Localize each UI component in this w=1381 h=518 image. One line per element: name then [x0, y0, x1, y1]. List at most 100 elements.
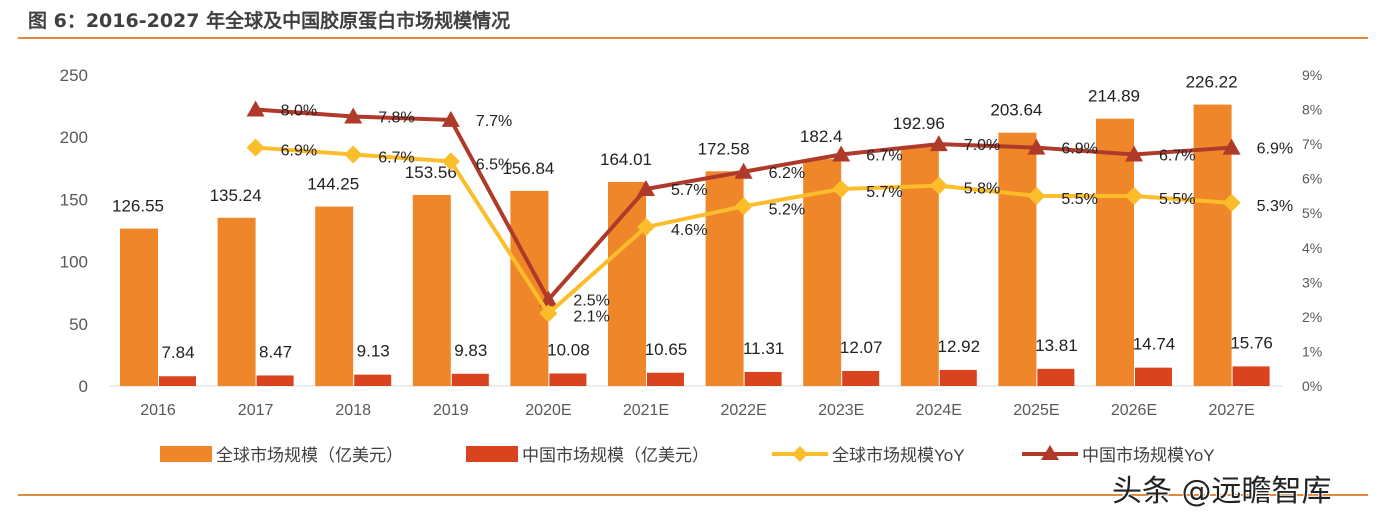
x-tick-label: 2018 — [335, 402, 371, 419]
china-yoy-marker — [246, 100, 265, 117]
y-right-tick-label: 5% — [1302, 205, 1322, 221]
global-yoy-label: 6.9% — [281, 143, 317, 160]
x-tick-label: 2022E — [720, 402, 766, 419]
china-bar — [744, 371, 782, 386]
china-yoy-label: 6.9% — [1061, 141, 1097, 158]
china-bar-label: 9.13 — [357, 342, 390, 361]
global-bar — [998, 132, 1037, 386]
x-tick-label: 2024E — [916, 402, 962, 419]
legend-china-yoy-marker — [1041, 445, 1059, 460]
china-bar-label: 10.65 — [645, 340, 688, 359]
china-yoy-label: 2.5% — [573, 293, 609, 310]
china-bar-label: 12.07 — [840, 338, 883, 357]
y-left-tick-label: 0 — [79, 377, 88, 396]
china-bar — [1232, 366, 1270, 386]
global-bar — [120, 228, 158, 386]
y-right-tick-label: 0% — [1302, 378, 1322, 394]
china-bar — [354, 374, 392, 386]
china-yoy-label: 6.7% — [1159, 147, 1195, 164]
global-bar-label: 156.84 — [502, 159, 554, 178]
china-yoy-marker — [1125, 145, 1143, 162]
global-yoy-marker — [1222, 193, 1241, 212]
title-divider — [18, 37, 1368, 39]
china-yoy-marker — [929, 135, 948, 152]
global-yoy-marker — [539, 304, 558, 323]
china-yoy-marker — [734, 162, 753, 179]
china-bar — [939, 369, 977, 386]
global-yoy-marker — [1125, 186, 1143, 205]
china-yoy-marker — [637, 180, 655, 197]
china-yoy-label: 7.8% — [378, 109, 414, 126]
y-left-tick-label: 250 — [60, 66, 88, 85]
global-bar-label: 192.96 — [893, 114, 945, 133]
china-bar — [451, 373, 489, 386]
china-bar — [549, 373, 587, 386]
y-left-tick-label: 200 — [60, 128, 88, 147]
global-bar — [1096, 118, 1134, 386]
bottom-divider — [18, 494, 1368, 496]
global-bar-label: 135.24 — [210, 186, 262, 205]
china-yoy-marker — [344, 107, 363, 124]
x-tick-label: 2023E — [818, 402, 864, 419]
china-bar — [1037, 368, 1075, 386]
global-bar — [412, 194, 451, 386]
china-bar-label: 15.76 — [1230, 333, 1273, 352]
global-bar-label: 153.56 — [405, 163, 457, 182]
global-yoy-marker — [441, 152, 460, 171]
china-bar-label: 13.81 — [1035, 336, 1078, 355]
china-bar-label: 14.74 — [1133, 335, 1176, 354]
china-bar — [256, 375, 294, 386]
global-yoy-label: 6.7% — [378, 149, 414, 166]
y-left-tick-label: 100 — [60, 253, 88, 272]
y-right-tick-label: 7% — [1302, 136, 1322, 152]
global-bar-label: 214.89 — [1088, 87, 1140, 106]
china-yoy-marker — [1027, 138, 1046, 155]
global-yoy-marker — [246, 138, 265, 157]
x-tick-label: 2025E — [1013, 402, 1059, 419]
global-bar — [900, 145, 939, 386]
global-bar-label: 226.22 — [1186, 73, 1238, 92]
global-yoy-label: 5.3% — [1257, 198, 1293, 215]
y-right-tick-label: 3% — [1302, 274, 1322, 290]
china-yoy-marker — [832, 145, 851, 162]
china-yoy-label: 7.0% — [964, 137, 1000, 154]
global-bar-label: 182.4 — [800, 127, 843, 146]
legend-china-label: 中国市场规模（亿美元） — [522, 446, 709, 465]
global-bar-label: 126.55 — [112, 197, 164, 216]
x-tick-label: 2020E — [525, 402, 571, 419]
legend-china-yoy-label: 中国市场规模YoY — [1082, 446, 1215, 465]
x-tick-label: 2021E — [623, 402, 669, 419]
y-right-tick-label: 9% — [1302, 67, 1322, 83]
global-bar — [608, 181, 646, 386]
china-yoy-label: 6.9% — [1257, 141, 1293, 158]
china-yoy-marker — [441, 110, 460, 127]
global-yoy-marker — [344, 145, 363, 164]
china-bar — [1135, 367, 1172, 386]
global-bar-label: 172.58 — [698, 139, 750, 158]
china-bar — [842, 370, 880, 386]
china-bar-label: 12.92 — [938, 337, 981, 356]
china-bar-label: 11.31 — [743, 339, 784, 358]
global-yoy-label: 5.7% — [866, 184, 902, 201]
legend-global-label: 全球市场规模（亿美元） — [216, 446, 403, 465]
figure-title: 图 6：2016-2027 年全球及中国胶原蛋白市场规模情况 — [28, 10, 511, 32]
global-yoy-label: 5.2% — [769, 201, 805, 218]
china-yoy-label: 5.7% — [671, 182, 707, 199]
legend-china-swatch — [466, 446, 518, 462]
global-bar-label: 144.25 — [307, 175, 359, 194]
global-bar — [217, 217, 256, 386]
global-yoy-marker — [929, 176, 948, 195]
x-tick-label: 2026E — [1111, 402, 1157, 419]
china-bar-label: 7.84 — [161, 343, 194, 362]
global-yoy-label: 2.1% — [573, 308, 609, 325]
global-yoy-label: 5.5% — [1061, 191, 1097, 208]
legend-global-swatch — [160, 446, 212, 462]
china-yoy-marker — [539, 290, 558, 307]
china-yoy-label: 8.0% — [281, 103, 317, 120]
china-bar-label: 10.08 — [547, 340, 590, 359]
china-bar-label: 9.83 — [454, 341, 487, 360]
global-bar — [803, 159, 842, 386]
y-right-tick-label: 8% — [1302, 102, 1322, 118]
china-bar-label: 8.47 — [259, 342, 292, 361]
